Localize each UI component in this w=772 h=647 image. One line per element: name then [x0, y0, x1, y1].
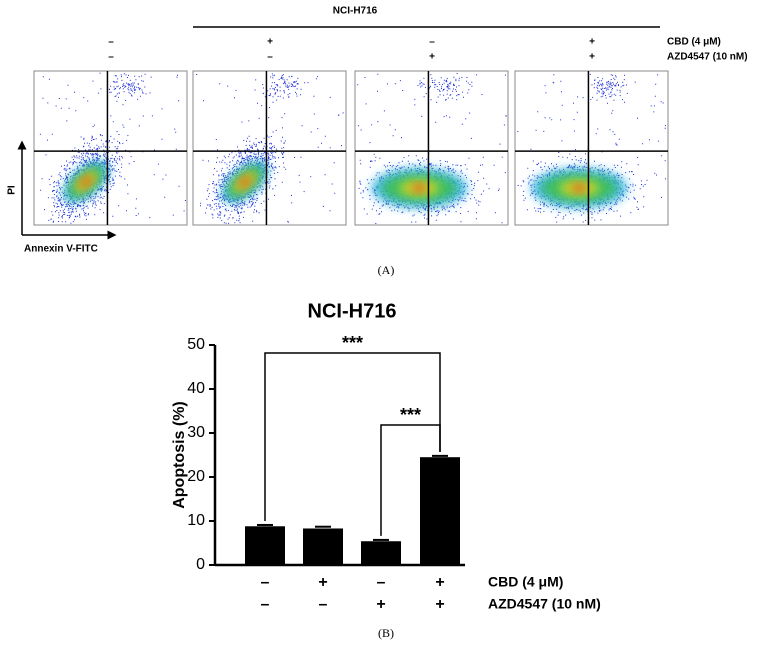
panel-label: (B)	[378, 626, 394, 640]
density	[79, 175, 93, 188]
sign: +	[318, 574, 327, 591]
sign: –	[267, 52, 273, 63]
y-tick-label: 50	[187, 336, 205, 353]
y-tick-label: 30	[187, 424, 205, 441]
panel-label: (A)	[378, 263, 395, 277]
bar	[361, 541, 401, 565]
y-axis-label: PI	[7, 185, 18, 195]
row-label: AZD4547 (10 nM)	[667, 52, 748, 63]
flow-plot	[33, 70, 188, 226]
sign: +	[376, 596, 385, 613]
sign: +	[435, 596, 444, 613]
density	[571, 184, 588, 193]
sign: –	[261, 596, 270, 613]
sign: –	[429, 37, 435, 48]
row-label: CBD (4 μM)	[488, 574, 563, 590]
y-tick-label: 10	[187, 512, 205, 529]
y-tick-label: 40	[187, 380, 205, 397]
significance: ***	[400, 405, 421, 425]
sign: +	[267, 37, 273, 48]
density	[411, 184, 428, 193]
sign: +	[429, 52, 435, 63]
flow-plot	[354, 70, 509, 226]
bar	[303, 528, 343, 565]
bar	[420, 457, 460, 565]
flow-plot	[514, 70, 669, 226]
flow-plot	[192, 70, 347, 226]
chart-title: NCI-H716	[308, 300, 397, 322]
sign: –	[377, 574, 386, 591]
panel-a-title: NCI-H716	[333, 6, 378, 17]
significance-bracket	[380, 424, 441, 536]
row-label: CBD (4 μM)	[667, 37, 721, 48]
y-tick-label: 20	[187, 468, 205, 485]
plot-frame	[33, 70, 188, 226]
sign: –	[261, 574, 270, 591]
y-tick-label: 0	[196, 556, 205, 573]
sign: –	[108, 37, 114, 48]
sign: +	[435, 574, 444, 591]
sign: +	[589, 52, 595, 63]
sign: –	[108, 52, 114, 63]
row-label: AZD4547 (10 nM)	[488, 596, 601, 612]
significance: ***	[342, 333, 363, 353]
x-axis-label: Annexin V-FITC	[24, 244, 98, 255]
y-axis-title: Apoptosis (%)	[171, 401, 188, 509]
bar	[245, 526, 285, 565]
sign: –	[319, 596, 328, 613]
density	[238, 175, 252, 188]
events	[357, 73, 507, 224]
significance-bracket	[264, 352, 441, 521]
sign: +	[589, 37, 595, 48]
